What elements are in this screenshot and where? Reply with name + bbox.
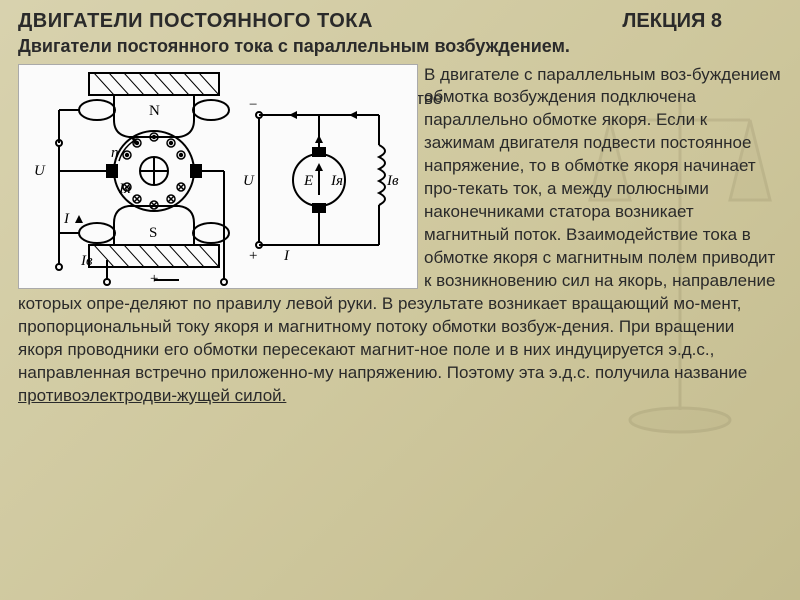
label-U-left: U: [34, 163, 46, 179]
label-E: E: [303, 173, 313, 189]
lecture-label: ЛЕКЦИЯ 8: [622, 10, 722, 33]
title-row: ДВИГАТЕЛИ ПОСТОЯННОГО ТОКА ЛЕКЦИЯ 8: [18, 10, 782, 33]
label-U-right: U: [243, 173, 255, 189]
label-S: S: [149, 225, 157, 241]
svg-text:−: −: [249, 97, 257, 113]
label-Ia-left: Iя: [118, 181, 131, 197]
underlined-term: противоэлектродви-жущей силой.: [18, 386, 286, 405]
main-title: ДВИГАТЕЛИ ПОСТОЯННОГО ТОКА: [18, 10, 373, 33]
svg-text:+: +: [249, 248, 257, 264]
label-N: N: [149, 103, 160, 119]
label-Ia-right: Iя: [330, 173, 343, 189]
label-I-left: I: [63, 211, 70, 227]
label-I-right: I: [283, 248, 290, 264]
right-paragraph: В двигателе с параллельным воз-буждением…: [424, 65, 781, 268]
motor-diagram: U I Iв Iя n N S +: [18, 64, 418, 289]
slide-content: ДВИГАТЕЛИ ПОСТОЯННОГО ТОКА ЛЕКЦИЯ 8 Двиг…: [0, 0, 800, 408]
subtitle: Двигатели постоянного тока с параллельны…: [18, 35, 782, 58]
label-n: n: [111, 145, 119, 161]
label-Iv-left: Iв: [80, 253, 93, 269]
label-Iv-right: Iв: [386, 173, 399, 189]
label-plus1: +: [149, 271, 159, 287]
body-text: U I Iв Iя n N S +: [18, 64, 782, 408]
